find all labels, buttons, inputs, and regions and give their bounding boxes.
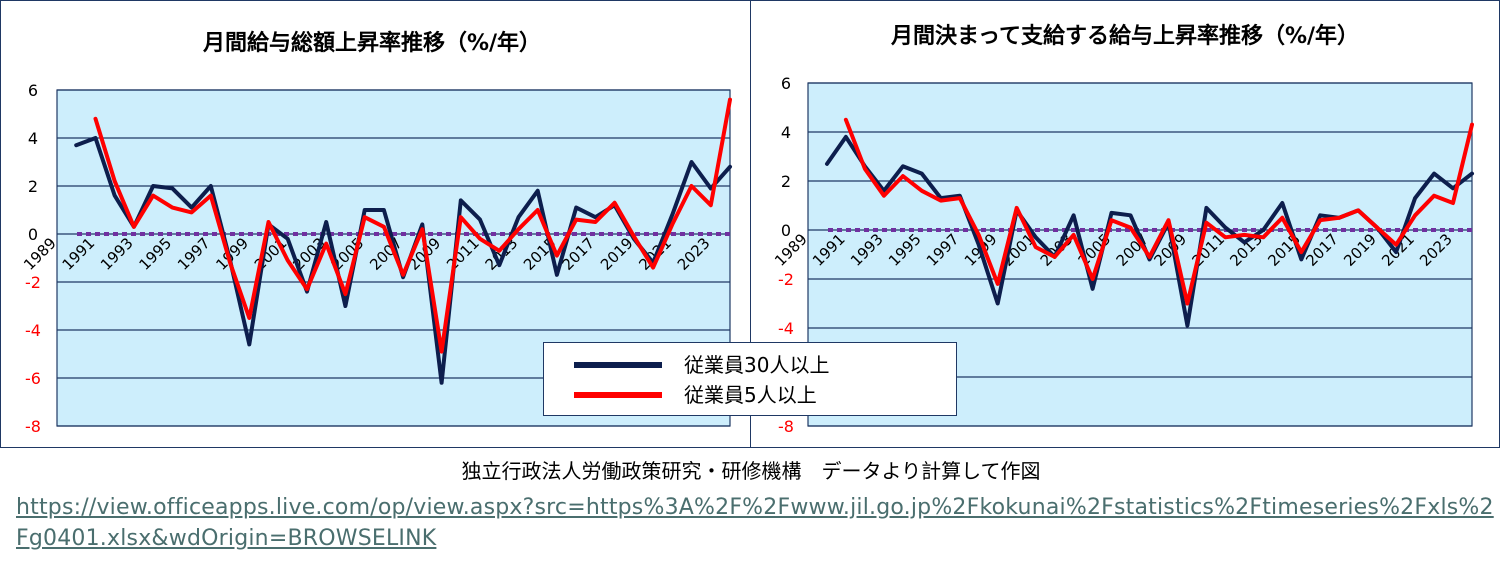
source-link[interactable]: https://view.officeapps.live.com/op/view… (16, 495, 1494, 551)
panel-divider (750, 0, 751, 448)
x-tick-label: 1989 (20, 234, 60, 274)
y-tick-label: -4 (778, 319, 794, 338)
y-tick-label: 4 (28, 129, 38, 148)
legend-item-5: 従業員5人以上 (544, 381, 956, 409)
y-tick-label: -8 (778, 417, 794, 436)
y-tick-label: -4 (25, 321, 41, 340)
legend-swatch-navy (574, 362, 662, 368)
source-caption: 独立行政法人労働政策研究・研修機構 データより計算して作図 (461, 459, 1041, 483)
series-line (843, 117, 1474, 306)
y-tick-label: -2 (25, 273, 41, 292)
y-tick-label: 6 (28, 81, 38, 100)
legend-label: 従業員30人以上 (684, 353, 830, 377)
y-tick-label: -2 (778, 270, 794, 289)
legend-item-30: 従業員30人以上 (544, 351, 956, 379)
y-tick-label: -8 (25, 417, 41, 436)
legend-label: 従業員5人以上 (684, 383, 817, 407)
y-tick-label: 6 (781, 74, 791, 93)
chart-title: 月間給与総額上昇率推移（%/年） (202, 30, 541, 56)
y-tick-label: 2 (781, 172, 791, 191)
y-tick-label: 2 (28, 177, 38, 196)
legend-swatch-red (574, 392, 662, 398)
charts-svg: 6420-2-4-6-81989199119931995199719992001… (20, 23, 1474, 436)
y-tick-label: 0 (28, 225, 38, 244)
legend: 従業員30人以上 従業員5人以上 (543, 342, 957, 416)
chart-title: 月間決まって支給する給与上昇率推移（%/年） (890, 23, 1359, 49)
x-tick-label: 1989 (771, 230, 811, 270)
y-tick-label: 4 (781, 123, 791, 142)
y-tick-label: 0 (781, 221, 791, 240)
y-tick-label: -6 (25, 369, 41, 388)
series-line (93, 97, 732, 354)
